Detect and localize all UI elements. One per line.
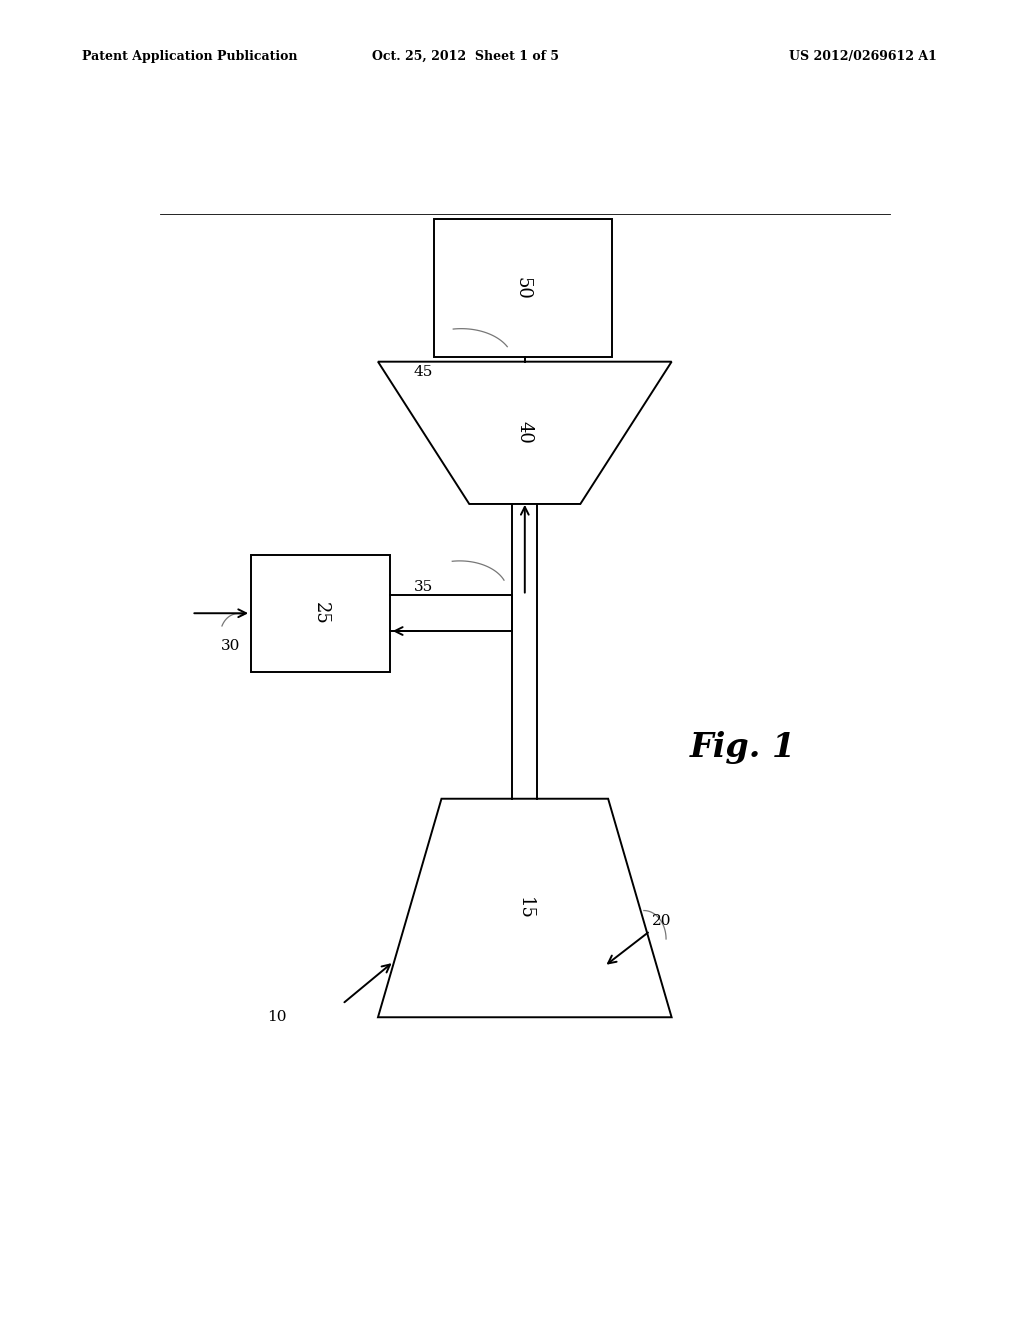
Text: 45: 45 [414,364,433,379]
Text: 30: 30 [221,639,241,653]
Text: Oct. 25, 2012  Sheet 1 of 5: Oct. 25, 2012 Sheet 1 of 5 [373,50,559,63]
Polygon shape [378,799,672,1018]
Text: 10: 10 [267,1010,287,1024]
Text: Fig. 1: Fig. 1 [690,731,797,764]
Text: 40: 40 [516,421,534,445]
Text: 25: 25 [311,602,330,624]
Text: 20: 20 [652,913,672,928]
Text: 35: 35 [414,581,433,594]
Text: US 2012/0269612 A1: US 2012/0269612 A1 [790,50,937,63]
Text: 50: 50 [514,277,531,300]
Bar [433,219,612,356]
Text: 15: 15 [516,898,534,920]
Polygon shape [378,362,672,504]
Bar [251,554,390,672]
Text: Patent Application Publication: Patent Application Publication [82,50,297,63]
